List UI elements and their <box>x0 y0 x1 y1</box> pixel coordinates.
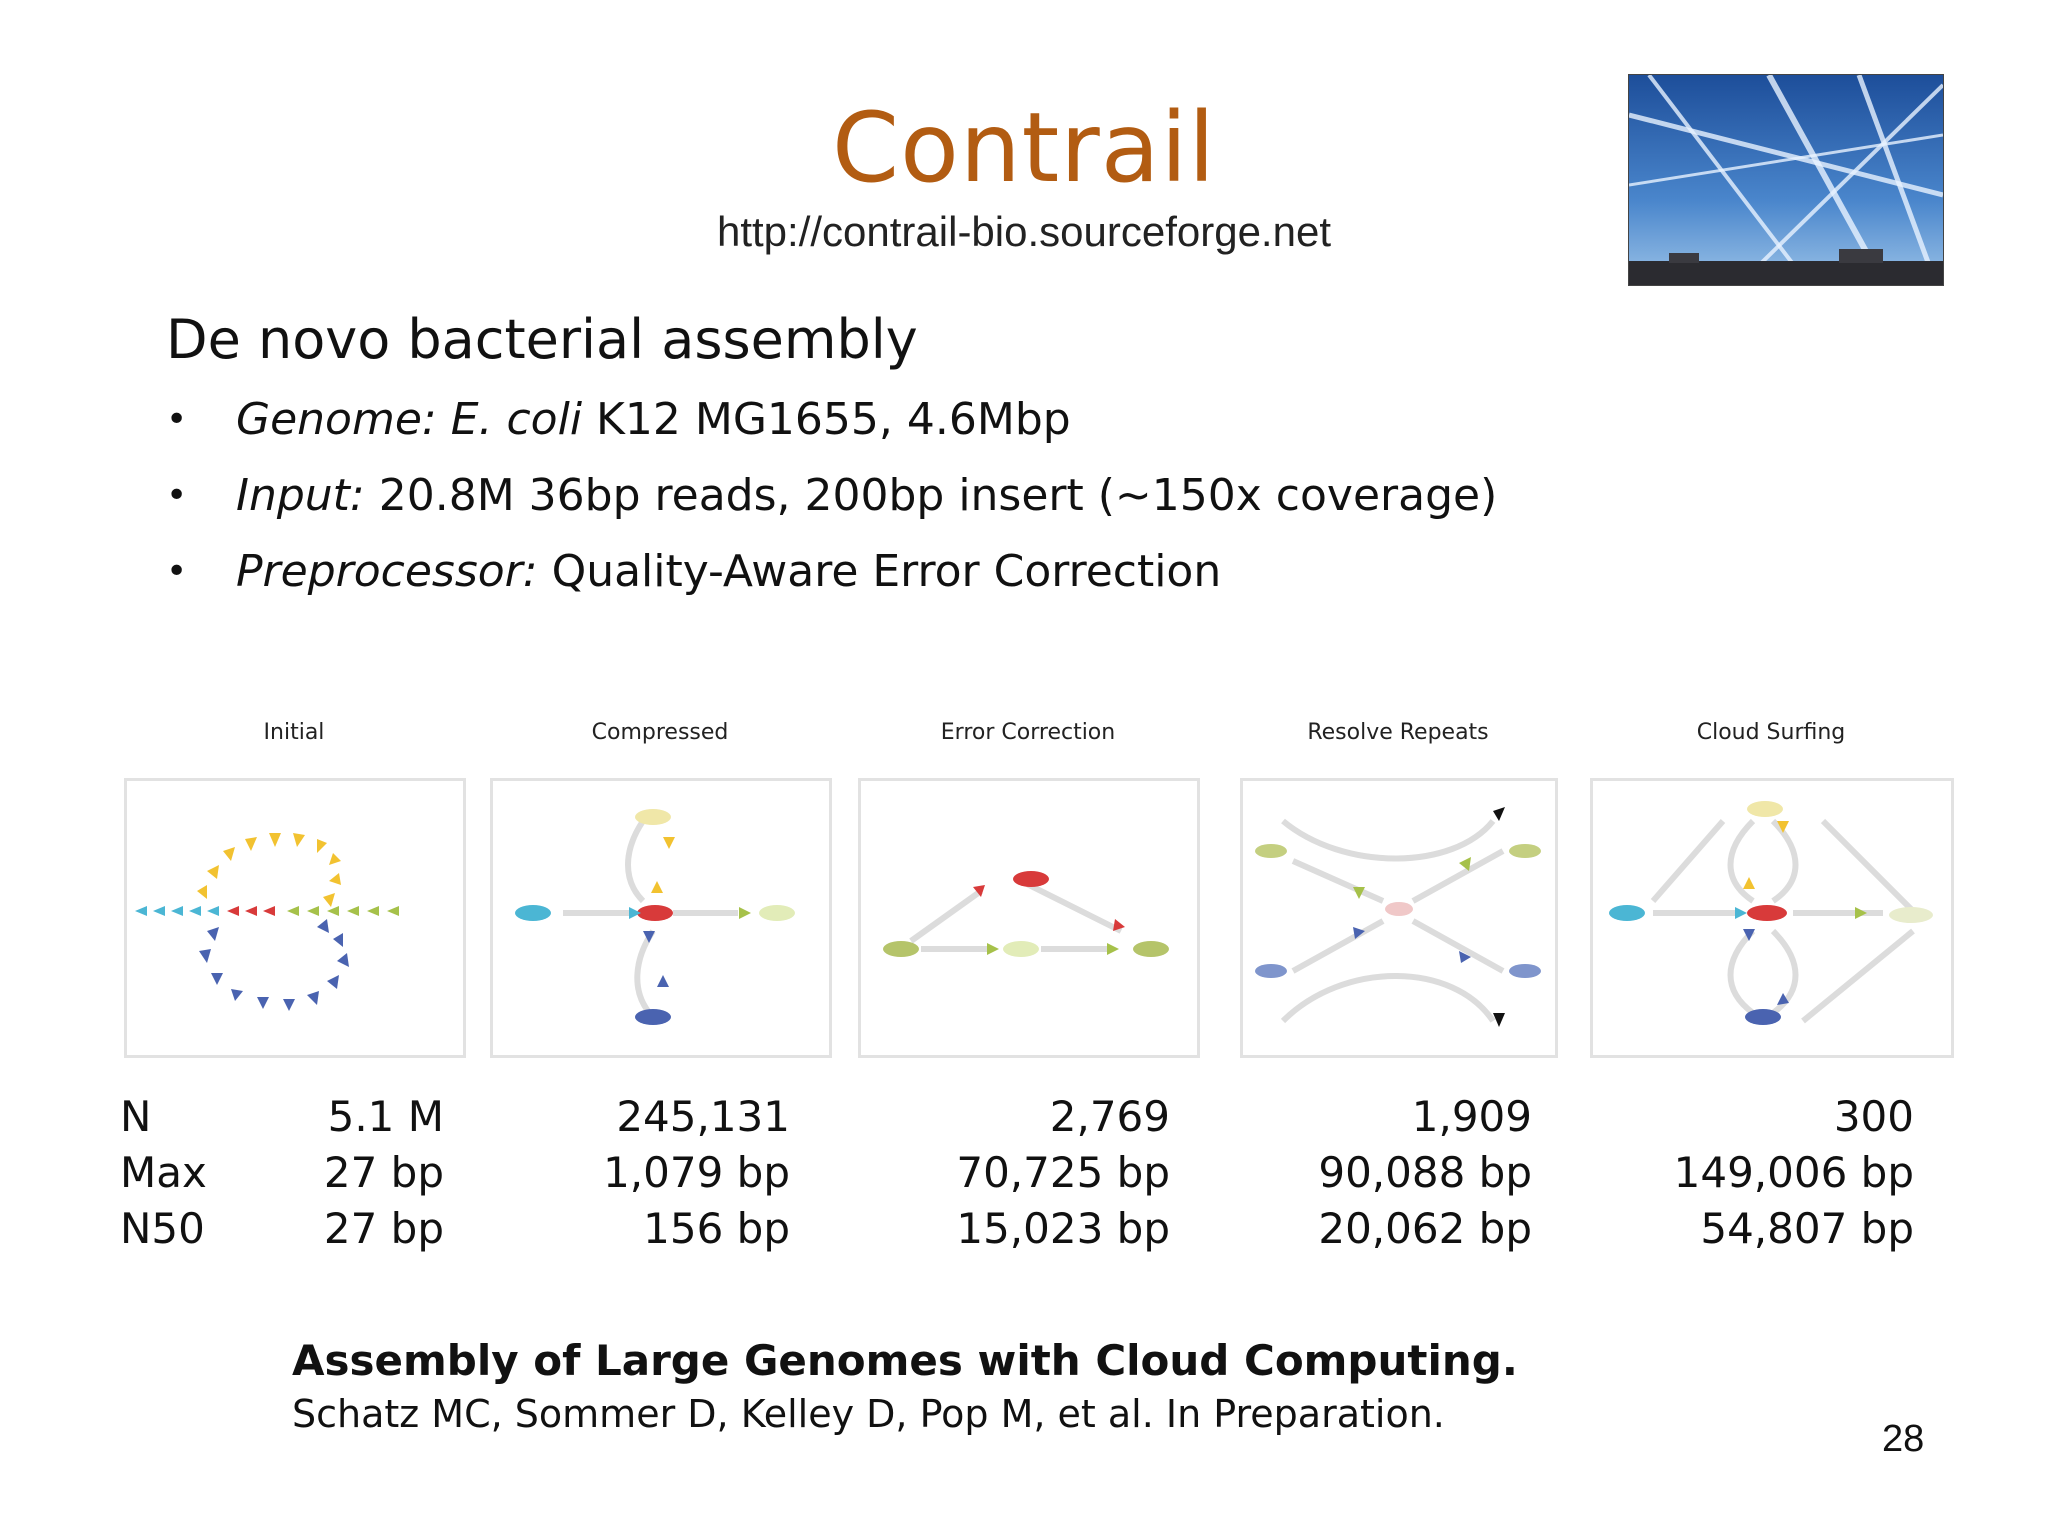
stat-cell: 27 bp <box>323 1204 444 1253</box>
stat-cell: 5.1 M <box>327 1092 444 1141</box>
stat-cell: 27 bp <box>323 1148 444 1197</box>
bullet-label: Preprocessor: <box>236 546 538 597</box>
bullet-text: 20.8M 36bp reads, 200bp insert (~150x co… <box>364 470 1498 521</box>
reference-title: Assembly of Large Genomes with Cloud Com… <box>292 1336 1518 1385</box>
graph-cloud-surfing-diagram <box>1609 801 1933 1025</box>
stat-cell: 149,006 bp <box>1673 1148 1914 1197</box>
panel-label-compressed: Compressed <box>591 720 729 745</box>
panel-label-cloud-surfing: Cloud Surfing <box>1696 720 1846 745</box>
bullet-genome: Genome: E. coli K12 MG1655, 4.6Mbp <box>166 388 1497 464</box>
graph-panel-resolve-repeats <box>1240 778 1558 1058</box>
panel-label-resolve-repeats: Resolve Repeats <box>1307 720 1489 745</box>
slide-title: Contrail <box>832 92 1216 204</box>
graph-initial-diagram <box>135 833 399 1011</box>
bullet-text: K12 MG1655, 4.6Mbp <box>582 394 1071 445</box>
stat-cell: 1,079 bp <box>603 1148 790 1197</box>
stat-cell: 54,807 bp <box>1700 1204 1914 1253</box>
bullet-list: Genome: E. coli K12 MG1655, 4.6Mbp Input… <box>166 388 1497 616</box>
graph-panel-error-correction <box>858 778 1200 1058</box>
contrail-sky-photo <box>1628 74 1944 286</box>
bullet-preprocessor: Preprocessor: Quality-Aware Error Correc… <box>166 540 1497 616</box>
stat-cell: 15,023 bp <box>956 1204 1170 1253</box>
stat-cell: 2,769 <box>1049 1092 1170 1141</box>
section-heading: De novo bacterial assembly <box>166 308 918 371</box>
bullet-input: Input: 20.8M 36bp reads, 200bp insert (~… <box>166 464 1497 540</box>
stat-cell: 90,088 bp <box>1318 1148 1532 1197</box>
stat-cell: 1,909 <box>1411 1092 1532 1141</box>
graph-panel-initial <box>124 778 466 1058</box>
stat-cell: 245,131 <box>616 1092 790 1141</box>
page-number: 28 <box>1882 1418 1925 1460</box>
bullet-label: Genome: E. coli <box>236 394 583 445</box>
bullet-text: Quality-Aware Error Correction <box>537 546 1222 597</box>
graph-compressed-diagram <box>515 809 795 1025</box>
graph-error-correction-diagram <box>883 871 1169 957</box>
project-url[interactable]: http://contrail-bio.sourceforge.net <box>716 208 1331 255</box>
graph-panel-compressed <box>490 778 832 1058</box>
panel-label-initial: Initial <box>263 720 325 745</box>
reference-authors: Schatz MC, Sommer D, Kelley D, Pop M, et… <box>292 1392 1445 1436</box>
panel-label-error-correction: Error Correction <box>940 720 1116 745</box>
bullet-label: Input: <box>236 470 365 521</box>
stat-row-label-n50: N50 <box>120 1204 205 1253</box>
graph-panel-cloud-surfing <box>1590 778 1954 1058</box>
stat-row-label-n: N <box>120 1092 152 1141</box>
stat-cell: 300 <box>1833 1092 1914 1141</box>
graph-resolve-repeats-diagram <box>1255 807 1541 1027</box>
stat-row-label-max: Max <box>120 1148 207 1197</box>
stat-cell: 20,062 bp <box>1318 1204 1532 1253</box>
stat-cell: 70,725 bp <box>956 1148 1170 1197</box>
stat-cell: 156 bp <box>643 1204 790 1253</box>
